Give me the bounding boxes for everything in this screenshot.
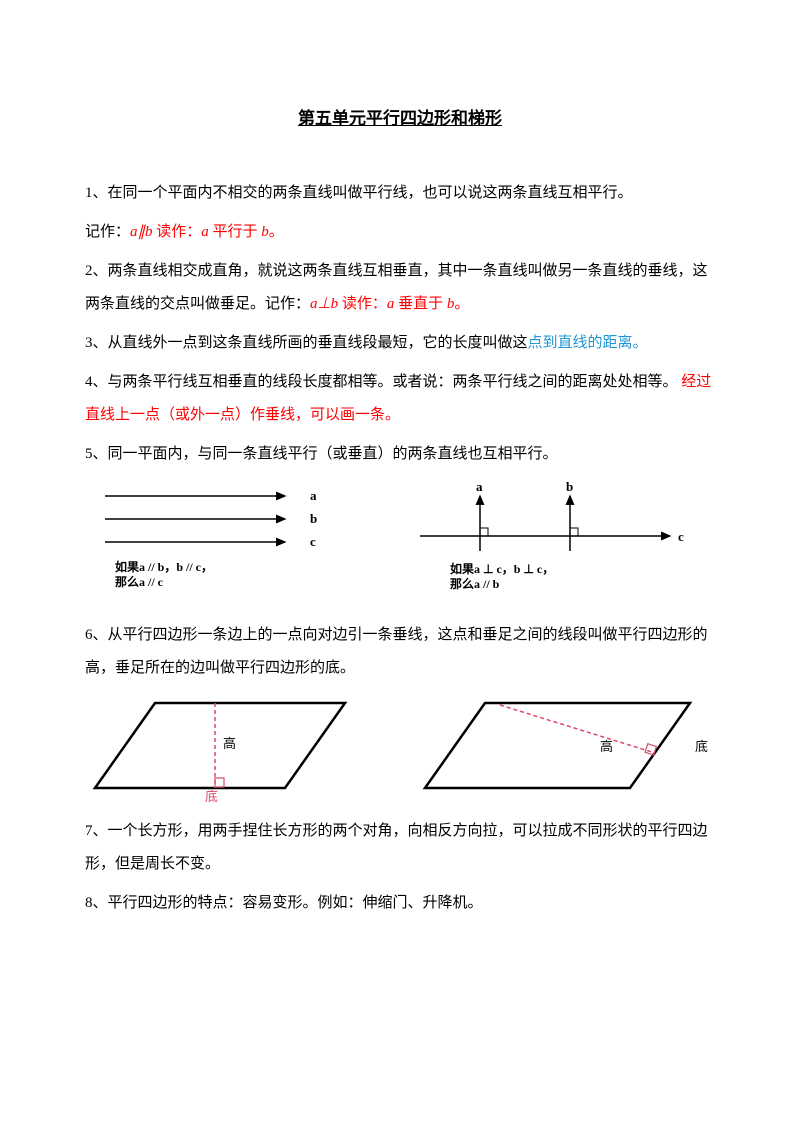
p2-txt2: 垂直于 — [394, 296, 447, 312]
p3a: 3、从直线外一点到这条直线所画的垂直线段最短，它的长度叫做这 — [85, 335, 528, 351]
para-7: 7、一个长方形，用两手捏住长方形的两个对角，向相反方向拉，可以拉成不同形状的平行… — [85, 815, 715, 881]
p1b-sym3: b — [261, 224, 269, 240]
d1-label-c: c — [310, 534, 316, 549]
para-2: 2、两条直线相交成直角，就说这两条直线互相垂直，其中一条直线叫做另一条直线的垂线… — [85, 255, 715, 321]
p2-mid: 读作： — [338, 296, 387, 312]
p4a: 4、与两条平行线互相垂直的线段长度都相等。或者说：两条平行线之间的距离处处相等。 — [85, 374, 678, 390]
pg2-high: 高 — [600, 739, 613, 754]
d2-txt1: 如果a ⊥ c，b ⊥ c， — [450, 561, 554, 576]
d2-label-c: c — [678, 529, 684, 544]
para-1b: 记作：a∥b 读作：a 平行于 b。 — [85, 216, 715, 249]
p1b-sym: a∥b — [130, 224, 153, 240]
p1b-sym2: a — [201, 224, 209, 240]
para-3: 3、从直线外一点到这条直线所画的垂直线段最短，它的长度叫做这点到直线的距离。 — [85, 327, 715, 360]
para-1a: 1、在同一个平面内不相交的两条直线叫做平行线，也可以说这两条直线互相平行。 — [85, 177, 715, 210]
d1-label-a: a — [310, 488, 317, 503]
diagram-row-1: a b c 如果a // b，b // c， 那么a // c c a b 如果… — [85, 481, 715, 609]
para-8: 8、平行四边形的特点：容易变形。例如：伸缩门、升降机。 — [85, 887, 715, 920]
d1-txt1: 如果a // b，b // c， — [115, 559, 213, 574]
para-6: 6、从平行四边形一条边上的一点向对边引一条垂线，这点和垂足之间的线段叫做平行四边… — [85, 619, 715, 685]
d2-txt2: 那么a // b — [450, 576, 500, 591]
para-4: 4、与两条平行线互相垂直的线段长度都相等。或者说：两条平行线之间的距离处处相等。… — [85, 366, 715, 432]
pg1-high: 高 — [223, 736, 236, 751]
p1b-mid: 读作： — [153, 224, 202, 240]
p2-end: 。 — [454, 296, 469, 312]
p1b-txt2: 平行于 — [209, 224, 262, 240]
parallelogram-1: 高 底 — [85, 693, 365, 803]
p3b: 点到直线的距离。 — [528, 335, 648, 351]
diagram-perpendicular: c a b 如果a ⊥ c，b ⊥ c， 那么a // b — [400, 481, 715, 609]
d2-label-b: b — [566, 481, 573, 494]
para-5: 5、同一平面内，与同一条直线平行（或垂直）的两条直线也互相平行。 — [85, 438, 715, 471]
p1b-end: 。 — [269, 224, 284, 240]
pg1-base: 底 — [205, 789, 218, 803]
diagram-parallel: a b c 如果a // b，b // c， 那么a // c — [85, 481, 400, 609]
p1b-pre: 记作： — [85, 224, 130, 240]
d1-label-b: b — [310, 511, 317, 526]
parallelogram-row: 高 底 高 底 — [85, 693, 715, 803]
pg2-base: 底 — [695, 739, 708, 754]
parallelogram-2: 高 底 — [415, 693, 715, 803]
d2-label-a: a — [476, 481, 483, 494]
d1-txt2: 那么a // c — [115, 574, 164, 589]
p2-sym: a⊥b — [310, 296, 338, 312]
page-title: 第五单元平行四边形和梯形 — [85, 100, 715, 137]
